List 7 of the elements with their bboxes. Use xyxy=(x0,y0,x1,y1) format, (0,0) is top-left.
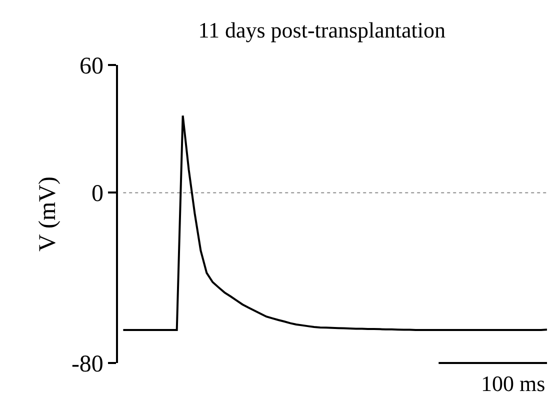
y-tick-label: 60 xyxy=(79,53,104,80)
chart-title: 11 days post-transplantation xyxy=(198,18,446,43)
y-tick-label: 0 xyxy=(91,181,104,208)
line-series xyxy=(123,114,547,332)
y-tick-label: -80 xyxy=(71,351,104,378)
text: 100 ms xyxy=(481,371,546,396)
y-axis-title: V (mV) xyxy=(35,176,62,252)
